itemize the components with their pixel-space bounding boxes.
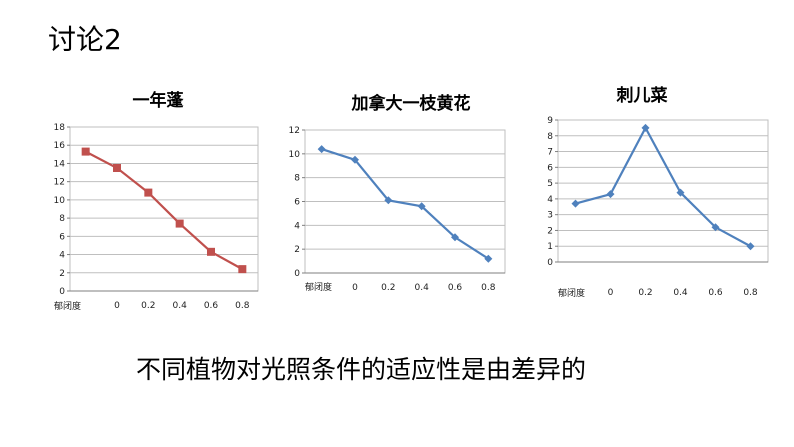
data-point (317, 145, 326, 154)
y-tick-label: 10 (289, 150, 301, 160)
data-point (81, 147, 90, 156)
data-point (175, 219, 184, 228)
x-tick-label: 0.8 (481, 283, 496, 293)
y-tick-label: 0 (59, 287, 65, 297)
y-tick-label: 5 (547, 179, 553, 189)
slide-title: 讨论2 (48, 23, 122, 56)
x-tick-label: 0.4 (173, 301, 188, 311)
x-tick-label: 0 (114, 301, 120, 311)
caption-text: 不同植物对光照条件的适应性是由差异的 (136, 355, 587, 384)
chart-jianada-yizhihuanghua-svg: 加拿大一枝黄花 郁闭度 0 2 4 6 8 10 12 0 0.2 0.4 0.6 0.8 (289, 93, 506, 293)
x-tick-label: 0.2 (141, 301, 155, 311)
y-tick-label: 8 (59, 214, 65, 224)
y-tick-label: 2 (294, 245, 300, 255)
series-line (85, 150, 243, 271)
y-tick-label: 6 (59, 232, 65, 242)
y-tick-label: 0 (294, 269, 300, 279)
chart-title: 刺儿菜 (617, 85, 669, 106)
data-point (207, 247, 215, 256)
x-axis-label: 郁闭度 (558, 287, 585, 299)
x-tick-label: 0 (608, 288, 614, 298)
data-point (451, 233, 459, 242)
data-point (144, 188, 153, 197)
y-tick-label: 12 (289, 126, 300, 136)
y-tick-label: 14 (54, 159, 66, 169)
chart-ciercai: 刺儿菜 郁闭度 0 1 2 3 4 5 6 7 8 9 0 0.2 0.4 0.6 0.8 (530, 76, 775, 306)
series-line (575, 125, 752, 248)
series-line (321, 148, 489, 260)
x-tick-label: 0.8 (743, 288, 758, 298)
x-tick-label: 0.8 (235, 301, 250, 311)
y-tick-label: 8 (294, 174, 300, 184)
chart-title: 一年蓬 (133, 90, 185, 111)
y-tick-label: 16 (54, 141, 66, 151)
x-tick-label: 0.6 (204, 301, 219, 311)
x-axis-label: 郁闭度 (54, 300, 81, 312)
y-tick-label: 0 (547, 258, 553, 268)
y-tick-label: 12 (54, 178, 65, 188)
y-tick-label: 6 (294, 198, 300, 208)
y-tick-label: 2 (547, 226, 553, 236)
y-tick-label: 4 (294, 221, 300, 231)
data-point (711, 223, 720, 232)
data-point (676, 188, 685, 197)
x-tick-label: 0.4 (415, 283, 430, 293)
plot-area (557, 119, 769, 263)
data-point (238, 265, 247, 274)
y-tick-label: 9 (547, 116, 553, 126)
data-point (641, 123, 650, 132)
y-tick-label: 3 (547, 211, 553, 221)
y-tick-label: 4 (547, 195, 553, 205)
chart-title: 加拿大一枝黄花 (351, 93, 471, 114)
y-tick-label: 2 (59, 269, 65, 279)
y-tick-label: 1 (547, 242, 553, 252)
chart-yinianpeng-svg: 一年蓬 郁闭度 0 2 4 6 8 10 12 14 16 18 0 0.2 0.4 0.6 0.8 (54, 90, 259, 312)
data-point (351, 155, 359, 164)
data-point (113, 164, 121, 172)
x-tick-label: 0.6 (448, 283, 463, 293)
x-tick-label: 0.2 (638, 288, 652, 298)
data-point (484, 254, 493, 263)
data-point (746, 242, 755, 251)
data-point (571, 199, 580, 208)
chart-yinianpeng: 一年蓬 郁闭度 0 2 4 6 8 10 12 14 16 18 0 0.2 0.4 0.6 0.8 (40, 82, 270, 312)
chart-jianada-yizhihuanghua: 加拿大一枝黄花 郁闭度 0 2 4 6 8 10 12 0 0.2 0.4 0.6 0.8 (265, 85, 515, 300)
y-tick-label: 4 (59, 251, 65, 261)
y-tick-label: 6 (547, 163, 553, 173)
y-tick-label: 8 (547, 132, 553, 142)
x-axis-label: 郁闭度 (305, 281, 332, 293)
x-tick-label: 0 (352, 283, 358, 293)
y-tick-label: 18 (54, 123, 66, 133)
data-point (606, 190, 615, 199)
y-tick-label: 7 (547, 148, 553, 158)
data-point (384, 196, 393, 205)
y-tick-label: 10 (54, 196, 66, 206)
x-tick-label: 0.4 (673, 288, 688, 298)
x-tick-label: 0.2 (381, 283, 395, 293)
x-tick-label: 0.6 (708, 288, 723, 298)
chart-ciercai-svg: 刺儿菜 郁闭度 0 1 2 3 4 5 6 7 8 9 0 0.2 0.4 0.6 0.8 (547, 85, 769, 299)
data-point (417, 202, 426, 211)
